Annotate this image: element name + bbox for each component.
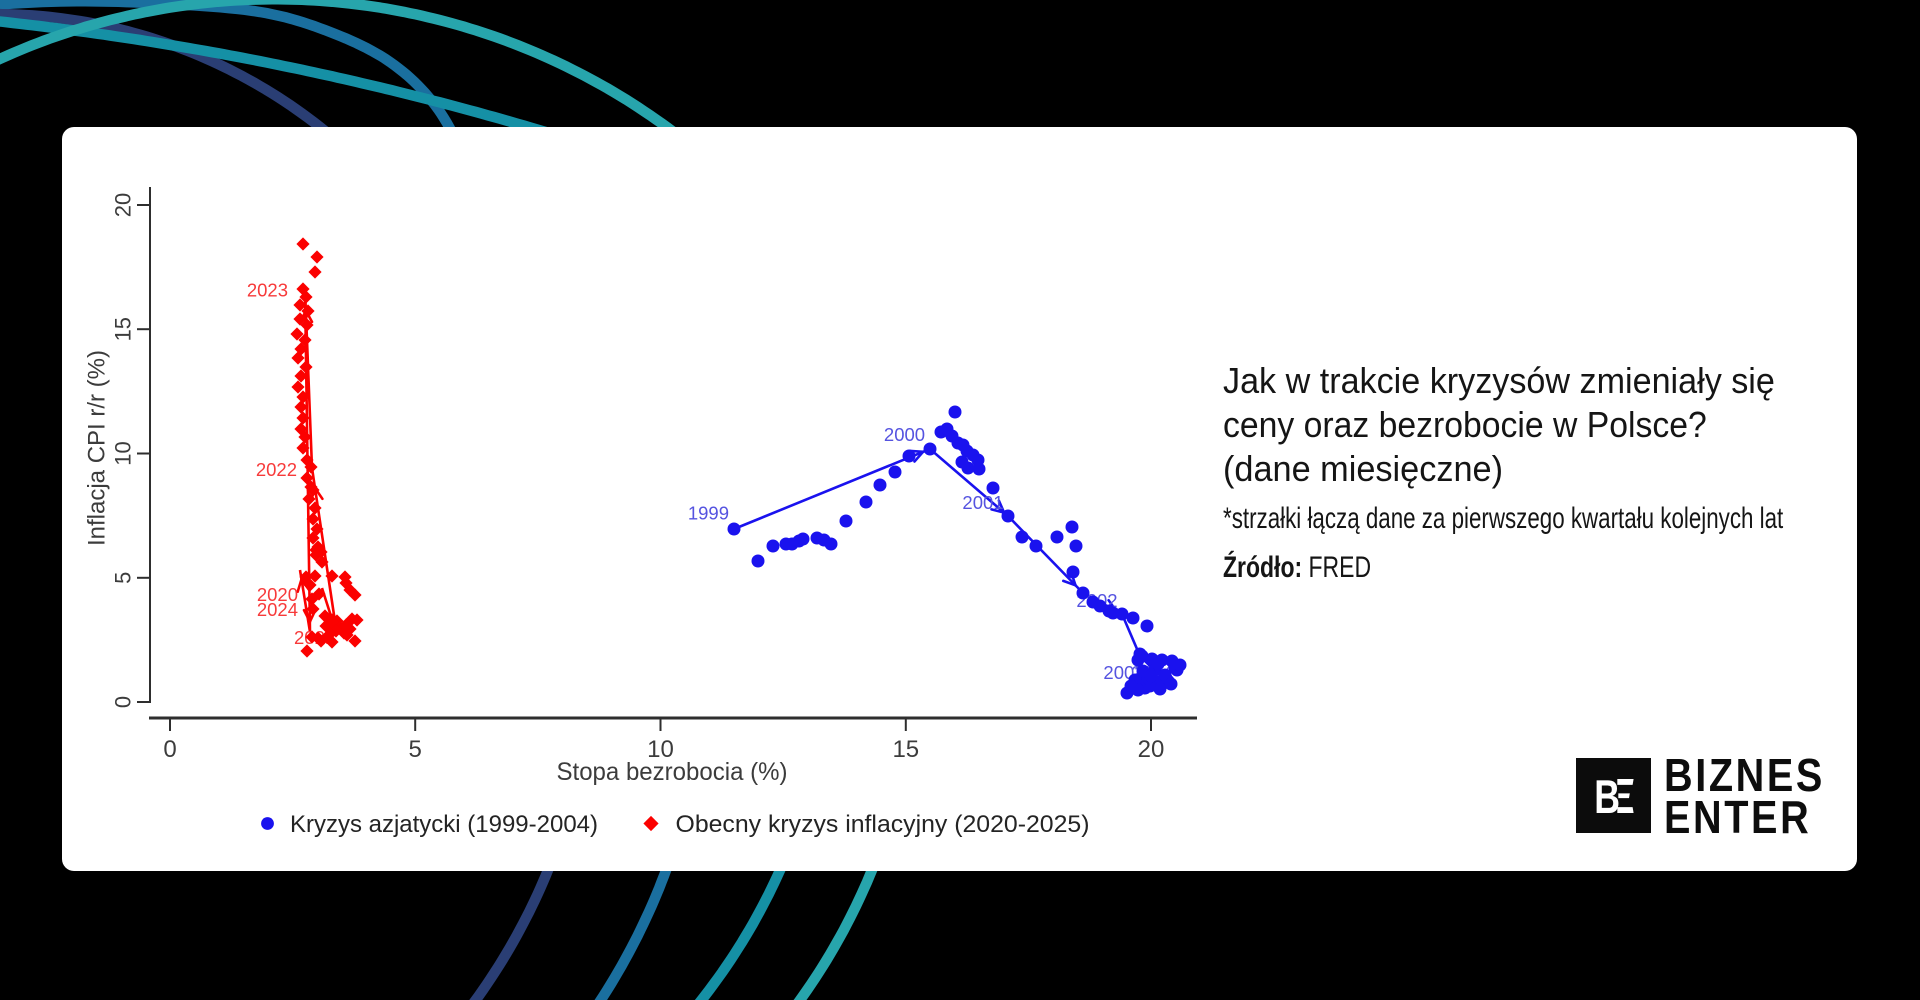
svg-text:Inflacja CPI r/r (%): Inflacja CPI r/r (%) xyxy=(84,350,111,546)
svg-text:2000: 2000 xyxy=(884,424,925,445)
svg-text:5: 5 xyxy=(111,572,136,584)
svg-text:0: 0 xyxy=(111,696,136,708)
svg-text:2022: 2022 xyxy=(256,459,297,480)
svg-text:2020: 2020 xyxy=(257,584,298,605)
svg-text:Stopa bezrobocia (%): Stopa bezrobocia (%) xyxy=(557,758,788,786)
svg-text:2024: 2024 xyxy=(257,599,298,620)
svg-text:2023: 2023 xyxy=(247,279,288,300)
svg-text:15: 15 xyxy=(892,736,919,763)
svg-text:10: 10 xyxy=(647,736,674,763)
svg-text:5: 5 xyxy=(409,736,422,763)
svg-text:1999: 1999 xyxy=(688,503,729,524)
svg-text:2001: 2001 xyxy=(962,492,1003,513)
svg-text:Kryzys azjatycki (1999-2004): Kryzys azjatycki (1999-2004) xyxy=(290,811,598,838)
svg-text:Obecny kryzys inflacyjny (2020: Obecny kryzys inflacyjny (2020-2025) xyxy=(676,811,1090,838)
svg-text:B: B xyxy=(1594,770,1620,823)
svg-text:10: 10 xyxy=(111,441,136,465)
svg-text:15: 15 xyxy=(111,317,136,341)
svg-text:20: 20 xyxy=(1138,736,1165,763)
svg-text:0: 0 xyxy=(163,736,176,763)
svg-text:20: 20 xyxy=(111,193,136,217)
